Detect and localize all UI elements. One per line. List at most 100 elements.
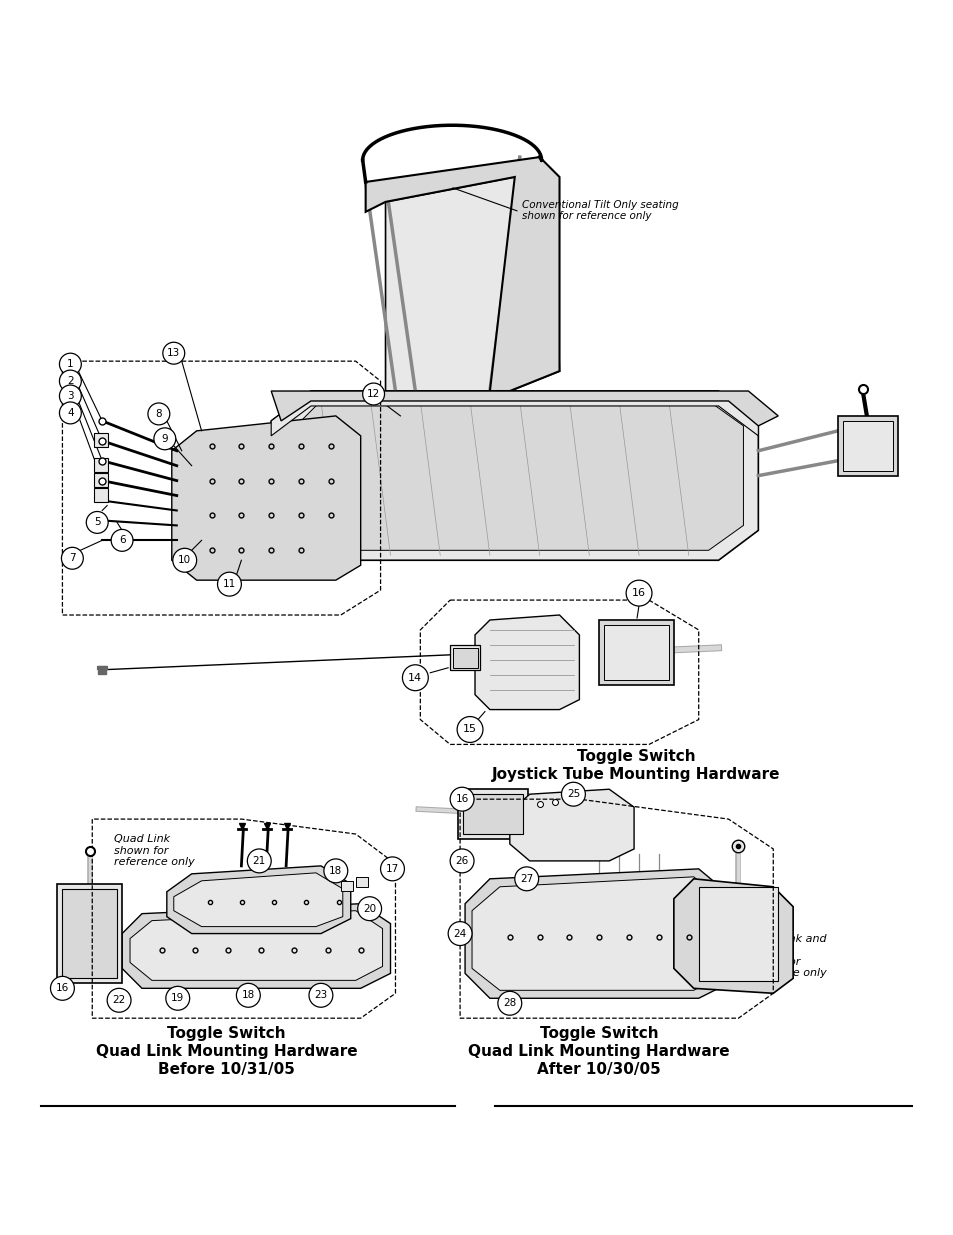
Text: 22: 22 [112,995,126,1005]
Text: 24: 24 [453,929,466,939]
Circle shape [450,787,474,811]
Text: Quad Link Mounting Hardware: Quad Link Mounting Hardware [95,1044,357,1060]
Circle shape [86,511,108,534]
Circle shape [625,580,651,606]
Circle shape [324,858,348,883]
Text: Joystick Tube Mounting Hardware: Joystick Tube Mounting Hardware [492,767,780,782]
Text: 5: 5 [93,517,100,527]
Text: 16: 16 [55,983,69,993]
Circle shape [59,353,81,375]
Text: 12: 12 [367,389,380,399]
Text: 27: 27 [519,874,533,884]
FancyBboxPatch shape [62,889,117,978]
Circle shape [107,988,131,1013]
Circle shape [380,857,404,881]
Text: 7: 7 [69,553,75,563]
Circle shape [448,921,472,946]
FancyBboxPatch shape [94,432,108,447]
Polygon shape [464,869,728,998]
Circle shape [309,983,333,1008]
Circle shape [247,848,271,873]
Polygon shape [172,416,360,580]
Text: 25: 25 [566,789,579,799]
Text: 11: 11 [223,579,235,589]
FancyBboxPatch shape [698,887,778,982]
Text: 4: 4 [67,408,73,417]
Polygon shape [673,879,792,993]
FancyBboxPatch shape [94,458,108,472]
Circle shape [163,342,185,364]
Polygon shape [167,866,351,934]
FancyBboxPatch shape [453,648,477,668]
FancyBboxPatch shape [457,789,527,839]
Polygon shape [271,391,758,436]
Text: Conventional Tilt Only seating
shown for reference only: Conventional Tilt Only seating shown for… [521,200,678,221]
Text: 17: 17 [385,863,398,874]
Polygon shape [385,177,558,391]
Circle shape [561,782,585,806]
Polygon shape [271,391,758,561]
Circle shape [61,547,83,569]
Text: Quad Link Mounting Hardware: Quad Link Mounting Hardware [468,1044,729,1060]
FancyBboxPatch shape [598,620,673,684]
Text: 9: 9 [161,433,168,443]
Polygon shape [475,615,578,710]
Circle shape [59,370,81,391]
FancyBboxPatch shape [841,421,892,471]
Text: 16: 16 [455,794,468,804]
Circle shape [59,385,81,408]
Text: 8: 8 [155,409,162,419]
FancyBboxPatch shape [603,625,668,679]
Polygon shape [365,157,558,391]
Text: Toggle Switch: Toggle Switch [577,750,695,764]
Circle shape [236,983,260,1008]
Circle shape [166,987,190,1010]
Polygon shape [472,877,720,990]
Text: 18: 18 [241,990,254,1000]
Text: 19: 19 [171,993,184,1003]
Circle shape [497,992,521,1015]
Text: Quad Link
shown for
reference only: Quad Link shown for reference only [114,834,194,867]
Polygon shape [271,391,778,426]
FancyBboxPatch shape [837,416,897,475]
Text: 14: 14 [408,673,422,683]
Text: 13: 13 [167,348,180,358]
Circle shape [456,716,482,742]
Circle shape [362,383,384,405]
Text: 1: 1 [67,359,73,369]
FancyBboxPatch shape [355,877,367,887]
Text: 23: 23 [314,990,327,1000]
FancyBboxPatch shape [462,794,522,834]
Circle shape [217,572,241,597]
Text: 28: 28 [502,998,516,1008]
FancyBboxPatch shape [94,488,108,501]
Polygon shape [173,873,342,926]
Text: 26: 26 [455,856,468,866]
Text: Before 10/31/05: Before 10/31/05 [158,1062,294,1077]
Text: 2: 2 [67,377,73,387]
Text: Quad Link and
Joystick
shown for
reference only: Quad Link and Joystick shown for referen… [745,934,826,978]
Circle shape [112,530,132,551]
Circle shape [59,401,81,424]
Polygon shape [509,789,634,861]
Text: 21: 21 [253,856,266,866]
Text: 16: 16 [632,588,645,598]
FancyBboxPatch shape [57,884,122,983]
Text: After 10/30/05: After 10/30/05 [537,1062,660,1077]
Text: 18: 18 [329,866,342,876]
Circle shape [51,977,74,1000]
Text: 6: 6 [118,535,125,546]
FancyBboxPatch shape [340,881,353,890]
Text: Toggle Switch: Toggle Switch [539,1026,658,1041]
FancyBboxPatch shape [94,473,108,487]
Circle shape [357,897,381,920]
Circle shape [172,548,196,572]
Circle shape [402,664,428,690]
Circle shape [450,848,474,873]
Circle shape [515,867,538,890]
Polygon shape [295,401,742,551]
FancyBboxPatch shape [450,645,479,669]
Text: 3: 3 [67,391,73,401]
Text: 15: 15 [462,725,476,735]
Text: Toggle Switch: Toggle Switch [167,1026,286,1041]
